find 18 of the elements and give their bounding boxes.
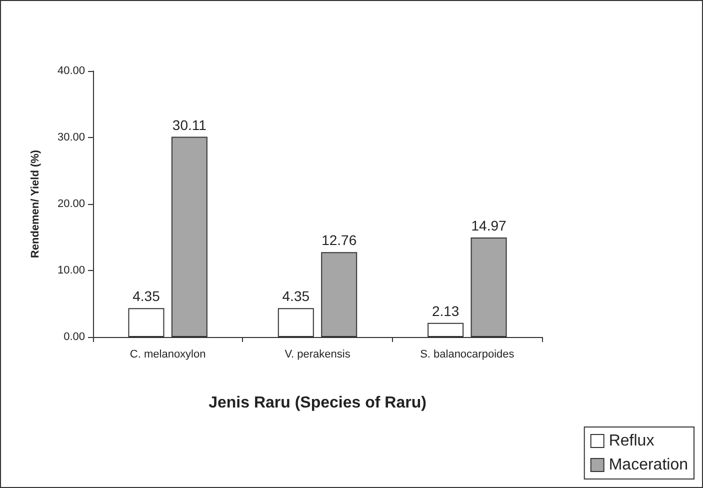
y-tick-label: 10.00 [57,264,85,276]
x-tick-label: V. perakensis [284,348,351,360]
y-tick-label: 40.00 [57,65,85,77]
data-label: 12.76 [322,232,357,248]
data-label: 14.97 [471,217,506,234]
x-tick-label: C. melanoxylon [130,348,206,360]
data-label: 4.35 [132,288,160,304]
y-tick-label: 30.00 [57,132,85,144]
legend-label: Reflux [608,432,654,450]
y-tick-label: 20.00 [57,198,85,210]
x-axis-title: Jenis Raru (Species of Raru) [208,394,426,412]
y-tick-label: 0.00 [64,331,85,343]
data-label: 4.35 [282,288,310,304]
legend-label: Maceration [608,456,688,474]
data-label: 2.13 [432,302,460,319]
y-axis-title: Rendemen/ Yield (%) [30,150,42,258]
x-tick-label: S. balanocarpoides [420,348,515,360]
data-label: 30.11 [172,116,207,133]
